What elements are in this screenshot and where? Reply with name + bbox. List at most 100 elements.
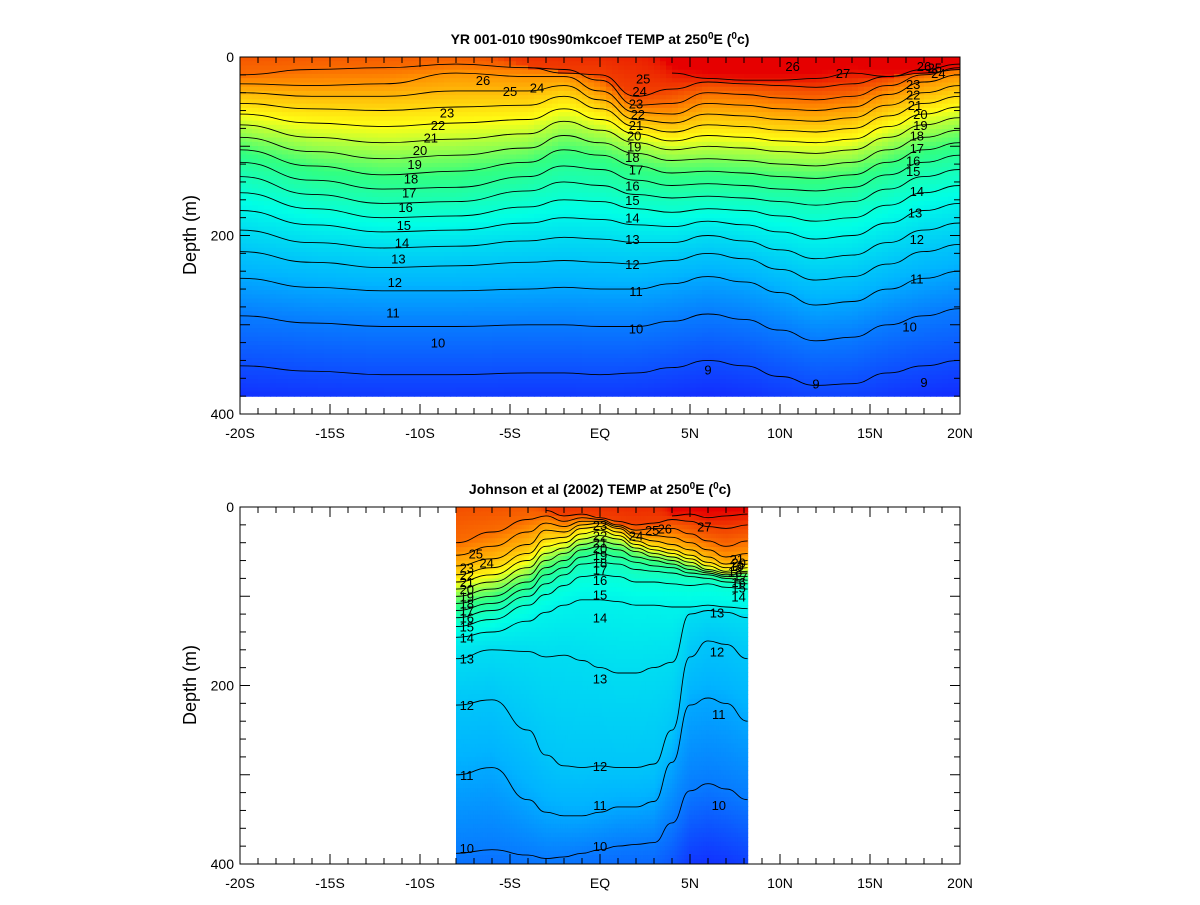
temperature-cell	[474, 137, 481, 143]
temperature-cell	[558, 95, 565, 100]
temperature-cell	[432, 226, 439, 232]
temperature-cell	[276, 57, 283, 62]
temperature-cell	[510, 57, 517, 62]
temperature-cell	[444, 273, 451, 279]
temperature-cell	[432, 154, 439, 160]
temperature-cell	[444, 374, 451, 380]
temperature-cell	[318, 252, 325, 257]
temperature-cell	[354, 264, 361, 270]
temperature-cell	[396, 222, 403, 228]
temperature-cell	[564, 379, 571, 385]
temperature-cell	[516, 349, 523, 355]
temperature-cell	[546, 260, 553, 266]
temperature-cell	[372, 218, 379, 223]
temperature-cell	[606, 175, 613, 181]
temperature-cell	[330, 281, 337, 287]
temperature-cell	[528, 213, 535, 219]
temperature-cell	[462, 256, 469, 262]
temperature-cell	[612, 133, 619, 139]
temperature-cell	[264, 124, 271, 130]
temperature-cell	[588, 315, 595, 321]
temperature-cell	[576, 349, 583, 355]
temperature-cell	[492, 353, 499, 359]
temperature-cell	[348, 391, 355, 397]
temperature-cell	[384, 358, 391, 363]
temperature-cell	[600, 358, 607, 363]
temperature-cell	[546, 112, 553, 117]
temperature-cell	[594, 366, 601, 372]
temperature-cell	[570, 345, 577, 351]
temperature-cell	[282, 387, 289, 393]
temperature-cell	[486, 341, 493, 346]
temperature-cell	[318, 154, 325, 160]
temperature-cell	[372, 95, 379, 100]
temperature-cell	[354, 319, 361, 325]
temperature-cell	[396, 252, 403, 257]
temperature-cell	[510, 150, 517, 156]
temperature-cell	[342, 345, 349, 351]
temperature-cell	[576, 336, 583, 342]
temperature-cell	[450, 133, 457, 139]
temperature-cell	[330, 268, 337, 274]
temperature-cell	[552, 302, 559, 308]
temperature-cell	[576, 268, 583, 274]
temperature-cell	[438, 264, 445, 270]
temperature-cell	[282, 256, 289, 262]
temperature-cell	[420, 362, 427, 368]
temperature-cell	[378, 332, 385, 338]
temperature-cell	[432, 141, 439, 147]
temperature-cell	[300, 311, 307, 317]
temperature-cell	[264, 57, 271, 62]
temperature-cell	[576, 154, 583, 160]
temperature-cell	[606, 336, 613, 342]
temperature-cell	[498, 184, 505, 190]
temperature-cell	[498, 205, 505, 211]
temperature-cell	[522, 57, 529, 62]
temperature-cell	[426, 315, 433, 321]
temperature-cell	[324, 65, 331, 71]
temperature-cell	[510, 345, 517, 351]
temperature-cell	[552, 137, 559, 143]
temperature-cell	[438, 162, 445, 168]
temperature-cell	[588, 268, 595, 274]
temperature-cell	[414, 366, 421, 372]
temperature-cell	[438, 277, 445, 283]
temperature-cell	[258, 201, 265, 206]
temperature-cell	[420, 201, 427, 206]
temperature-cell	[414, 213, 421, 219]
temperature-cell	[378, 116, 385, 122]
temperature-cell	[390, 370, 397, 376]
temperature-cell	[516, 239, 523, 245]
temperature-cell	[570, 285, 577, 291]
temperature-cell	[384, 120, 391, 126]
temperature-cell	[486, 196, 493, 202]
temperature-cell	[438, 129, 445, 134]
temperature-cell	[564, 167, 571, 173]
temperature-cell	[528, 268, 535, 274]
temperature-cell	[468, 201, 475, 206]
temperature-cell	[498, 239, 505, 245]
temperature-cell	[552, 362, 559, 368]
temperature-cell	[306, 328, 313, 334]
temperature-cell	[306, 239, 313, 245]
temperature-cell	[276, 129, 283, 134]
temperature-cell	[450, 82, 457, 88]
temperature-cell	[342, 175, 349, 181]
temperature-cell	[246, 243, 253, 249]
temperature-cell	[306, 264, 313, 270]
temperature-cell	[270, 162, 277, 168]
temperature-cell	[480, 362, 487, 368]
temperature-cell	[504, 290, 511, 296]
temperature-cell	[288, 239, 295, 245]
temperature-cell	[240, 146, 247, 151]
temperature-cell	[528, 239, 535, 245]
temperature-cell	[582, 78, 589, 84]
temperature-cell	[468, 298, 475, 304]
temperature-cell	[240, 226, 247, 232]
temperature-cell	[504, 146, 511, 151]
temperature-cell	[480, 222, 487, 228]
temperature-cell	[264, 247, 271, 253]
temperature-cell	[282, 146, 289, 151]
temperature-cell	[354, 285, 361, 291]
temperature-cell	[342, 61, 349, 67]
